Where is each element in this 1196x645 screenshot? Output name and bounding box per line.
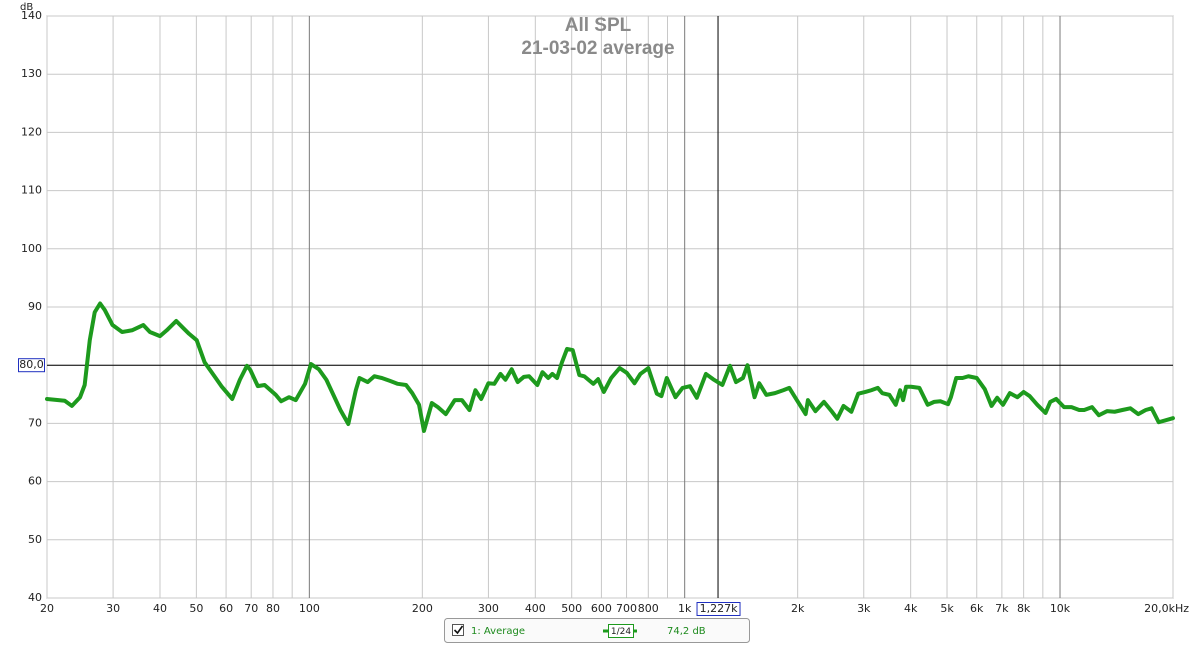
y-tick-label: 110 [21, 184, 42, 197]
x-tick-label: 700 [616, 602, 637, 615]
x-tick-label: 600 [591, 602, 612, 615]
x-tick-label: 400 [525, 602, 546, 615]
legend-checkbox[interactable] [452, 624, 464, 636]
legend-smoothing: 1/24 [611, 627, 631, 637]
x-tick-label: 20 [40, 602, 54, 615]
cursor-x-box [696, 602, 741, 616]
y-tick-label: 40 [28, 591, 42, 604]
y-tick-label: 70 [28, 416, 42, 429]
y-tick-label: 60 [28, 475, 42, 488]
cursor-y-label: 80,0 [19, 358, 44, 371]
x-tick-label: 500 [561, 602, 582, 615]
x-tick-label: 70 [244, 602, 258, 615]
x-tick-label: 30 [106, 602, 120, 615]
x-tick-label: 5k [940, 602, 954, 615]
x-tick-label: 20,0kHz [1144, 602, 1189, 615]
legend [444, 618, 750, 643]
legend-label: 1: Average [471, 626, 525, 637]
y-tick-label: 50 [28, 533, 42, 546]
chart-subtitle: 21-03-02 average [521, 38, 674, 59]
x-tick-label: 800 [638, 602, 659, 615]
checkmark [453, 625, 464, 635]
smoothing-box[interactable] [608, 624, 634, 638]
x-tick-label: 6k [970, 602, 984, 615]
x-tick-label: 4k [904, 602, 918, 615]
x-tick-label: 50 [189, 602, 203, 615]
x-tick-label: 10k [1050, 602, 1071, 615]
cursor-x-label: 1,227k [700, 602, 738, 615]
y-tick-label: 90 [28, 300, 42, 313]
x-tick-label: 60 [219, 602, 233, 615]
cursor-y-box [18, 358, 45, 373]
x-tick-label: 8k [1017, 602, 1031, 615]
x-tick-label: 1k [678, 602, 692, 615]
data-line [45, 301, 1175, 433]
y-tick-label: 130 [21, 67, 42, 80]
y-axis-label: dB [20, 2, 33, 13]
y-tick-label: 100 [21, 242, 42, 255]
x-tick-label: 300 [478, 602, 499, 615]
x-tick-label: 7k [995, 602, 1009, 615]
x-tick-label: 3k [857, 602, 871, 615]
series-layer [45, 301, 1175, 433]
y-tick-label: 140 [21, 9, 42, 22]
labels: 40 50 60 70 80 90 100 110 120 130 140 20 30 40 50 60 70 8… [18, 9, 1189, 616]
y-tick-label: 120 [21, 125, 42, 138]
x-tick-label: 80 [266, 602, 280, 615]
x-tick-label: 200 [412, 602, 433, 615]
x-tick-label: 100 [299, 602, 320, 615]
x-tick-label: 40 [153, 602, 167, 615]
grid [46, 15, 1174, 599]
legend-level: 74,2 dB [667, 626, 706, 637]
x-tick-label: 2k [791, 602, 805, 615]
chart-title: All SPL [565, 15, 632, 36]
